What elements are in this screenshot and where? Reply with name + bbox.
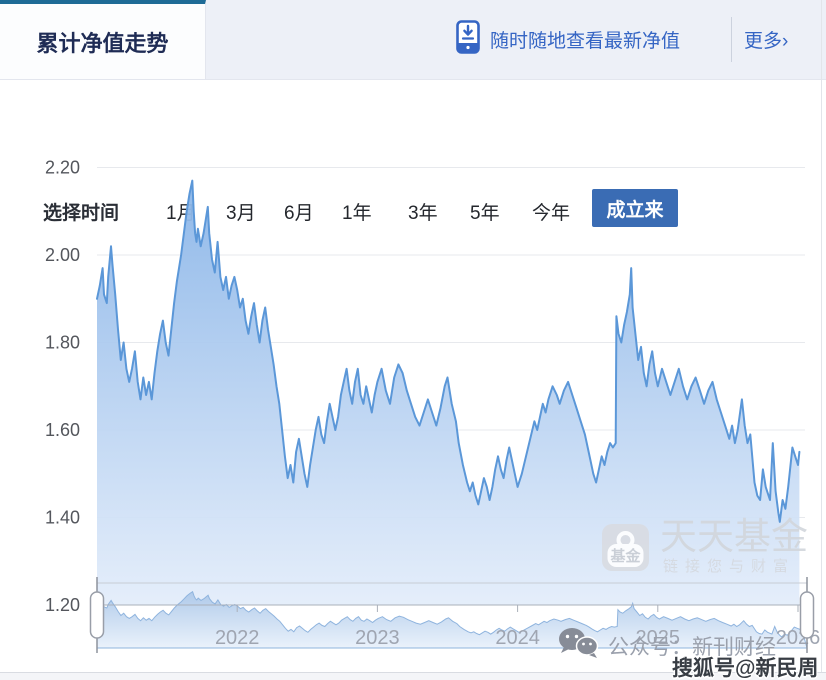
brand-name-watermark: 天天基金 <box>660 516 808 557</box>
brand-icon-text: 基金 <box>609 547 641 565</box>
navigator-left-handle[interactable] <box>89 577 105 653</box>
brand-slogan-watermark: 链接您与财富 <box>663 557 795 575</box>
time-option-3年[interactable]: 3年 <box>408 203 438 224</box>
x-tick-label-2025: 2025 <box>636 627 681 649</box>
time-option-成立来[interactable]: 成立来 <box>592 189 678 227</box>
more-link[interactable]: 更多› <box>744 0 788 79</box>
container-bottom-border <box>0 672 826 680</box>
time-option-5年[interactable]: 5年 <box>470 203 500 224</box>
tab-label: 累计净值走势 <box>36 30 169 56</box>
latest-net-value-banner[interactable]: 随时随地查看最新净值 <box>456 0 680 79</box>
time-selector-label: 选择时间 <box>43 203 120 224</box>
time-option-6月[interactable]: 6月 <box>284 203 314 224</box>
navigator-mini-chart <box>96 590 808 649</box>
y-tick-label-1.80: 1.80 <box>45 333 80 353</box>
y-tick-label-2.00: 2.00 <box>45 245 80 265</box>
x-tick-label-2024: 2024 <box>495 627 540 649</box>
x-tick-label-2023: 2023 <box>355 627 400 649</box>
time-option-3月[interactable]: 3月 <box>226 203 256 224</box>
container-right-border <box>821 0 822 672</box>
x-tick-label-2022: 2022 <box>215 627 260 649</box>
tab-cumulative-net-value[interactable]: 累计净值走势 <box>0 0 206 79</box>
time-range-selector: 选择时间 1月 3月 6月 1年 3年 5年 今年 成立来 <box>0 92 826 227</box>
y-tick-label-2.20: 2.20 <box>45 158 80 178</box>
time-option-1年[interactable]: 1年 <box>342 203 372 224</box>
time-option-今年[interactable]: 今年 <box>532 203 571 224</box>
header-bar: 累计净值走势 随时随地查看最新净值 更多› <box>0 0 826 80</box>
navigator-right-handle[interactable] <box>799 577 815 653</box>
header-divider <box>731 17 732 62</box>
phone-download-icon <box>456 20 480 59</box>
y-tick-label-1.60: 1.60 <box>45 420 80 440</box>
y-tick-label-1.20: 1.20 <box>45 595 80 615</box>
more-label: 更多› <box>744 31 789 52</box>
net-value-line <box>96 179 801 523</box>
net-value-area-fill <box>97 180 800 605</box>
banner-label: 随时随地查看最新净值 <box>490 31 681 52</box>
y-tick-label-1.40: 1.40 <box>45 508 80 528</box>
